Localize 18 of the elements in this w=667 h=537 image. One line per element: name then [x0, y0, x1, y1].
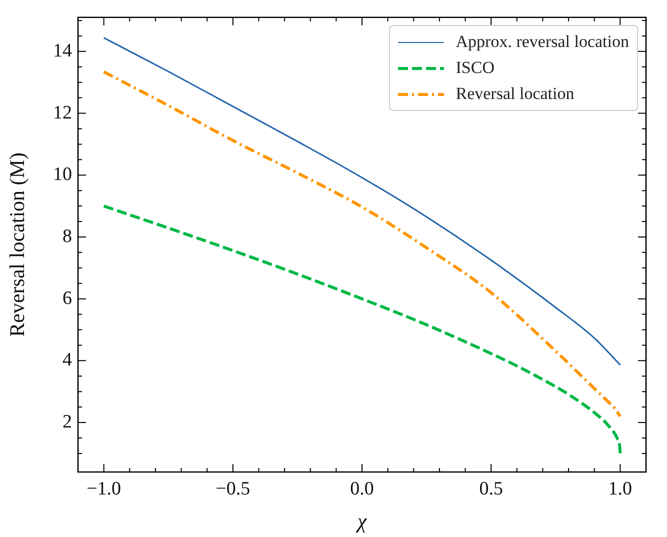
y-tick-label: 6: [62, 288, 72, 309]
legend-label: Approx. reversal location: [456, 32, 629, 52]
y-tick-label: 2: [62, 412, 72, 433]
x-tick-label: 1.0: [608, 478, 632, 500]
y-tick-label: 14: [53, 40, 72, 62]
y-axis-title: Reversal location (M): [5, 152, 30, 337]
x-axis-title: χ: [355, 508, 368, 533]
y-tick-label: 12: [53, 102, 72, 124]
x-tick-label: −1.0: [86, 478, 122, 500]
x-tick-label: −0.5: [216, 478, 250, 500]
y-tick-label: 8: [62, 226, 72, 247]
x-tick-label: 0.5: [479, 478, 503, 500]
x-tick-label: 0.0: [350, 478, 374, 500]
legend-label: Reversal location: [456, 84, 574, 104]
y-tick-label: 4: [62, 350, 72, 371]
line-series: [102, 204, 622, 455]
legend-label: ISCO: [456, 58, 494, 78]
y-tick-label: 10: [53, 164, 72, 186]
